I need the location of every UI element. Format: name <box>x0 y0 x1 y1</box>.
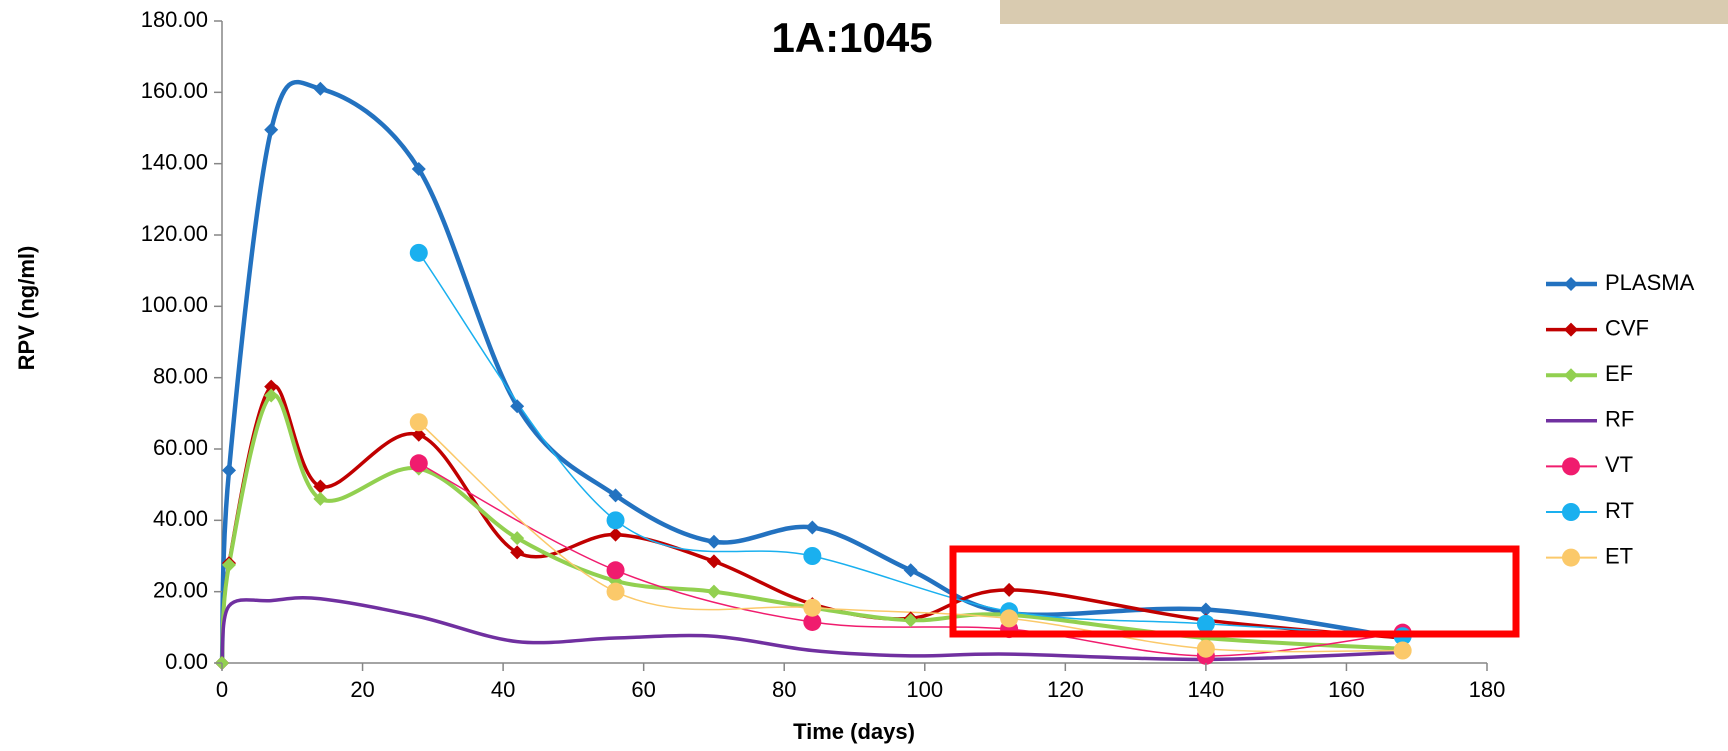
marker <box>222 557 237 572</box>
series-line <box>418 252 1403 637</box>
marker <box>409 454 428 473</box>
y-tick-label: 100.00 <box>141 292 208 317</box>
marker <box>803 612 822 631</box>
x-tick-label: 80 <box>772 677 796 702</box>
marker <box>1198 602 1213 617</box>
marker <box>264 379 279 394</box>
legend-label: RF <box>1605 407 1634 432</box>
marker <box>706 554 721 569</box>
x-tick-label: 20 <box>350 677 374 702</box>
plot-area <box>215 79 1412 670</box>
marker <box>411 427 426 442</box>
x-tick-label: 0 <box>216 677 228 702</box>
marker <box>1393 641 1412 660</box>
marker <box>706 534 721 549</box>
x-tick-label: 40 <box>491 677 515 702</box>
marker <box>1002 582 1017 597</box>
legend-label: EF <box>1605 361 1633 386</box>
legend-label: PLASMA <box>1605 270 1695 295</box>
x-tick-label: 140 <box>1188 677 1225 702</box>
marker <box>803 547 822 565</box>
marker <box>803 598 822 617</box>
marker <box>409 413 428 432</box>
x-axis-label: Time (days) <box>793 719 915 744</box>
legend-label: CVF <box>1605 315 1649 340</box>
series-line <box>220 596 1403 664</box>
marker <box>608 527 623 542</box>
marker <box>1000 609 1019 628</box>
x-tick-label: 160 <box>1328 677 1365 702</box>
y-axis-label: RPV (ng/ml) <box>14 246 39 371</box>
marker <box>510 545 525 560</box>
legend-label: VT <box>1605 452 1633 477</box>
marker <box>510 531 525 546</box>
x-tick-label: 180 <box>1469 677 1506 702</box>
marker <box>606 511 625 530</box>
marker <box>1562 457 1580 476</box>
marker <box>1564 322 1578 337</box>
marker <box>1564 368 1578 383</box>
chart-title: 1A:1045 <box>771 14 932 61</box>
series-line <box>219 79 1403 664</box>
marker <box>264 388 279 403</box>
y-tick-label: 0.00 <box>165 649 208 674</box>
marker <box>264 122 279 137</box>
marker <box>222 463 237 478</box>
marker <box>903 613 918 628</box>
marker <box>903 563 918 578</box>
marker <box>805 520 820 535</box>
marker <box>409 243 428 262</box>
marker <box>706 584 721 599</box>
x-tick-label: 120 <box>1047 677 1084 702</box>
x-tick-label: 60 <box>631 677 655 702</box>
series-line <box>418 421 1403 653</box>
y-tick-label: 120.00 <box>141 221 208 246</box>
marker <box>1562 548 1580 567</box>
highlight-box <box>949 545 1520 638</box>
legend-label: RT <box>1605 498 1634 523</box>
photo-fragment <box>1000 0 1728 24</box>
y-tick-label: 180.00 <box>141 7 208 32</box>
marker <box>606 561 625 580</box>
marker <box>1196 639 1215 658</box>
y-tick-label: 160.00 <box>141 78 208 103</box>
y-tick-label: 40.00 <box>153 506 208 531</box>
marker <box>313 81 328 96</box>
marker <box>411 162 426 177</box>
x-tick-label: 100 <box>906 677 943 702</box>
marker <box>1196 614 1215 633</box>
marker <box>313 491 328 506</box>
marker <box>510 399 525 414</box>
y-tick-label: 60.00 <box>153 435 208 460</box>
marker <box>606 582 625 601</box>
legend-label: ET <box>1605 543 1633 568</box>
marker <box>1564 277 1578 291</box>
marker <box>313 479 328 494</box>
y-tick-label: 80.00 <box>153 363 208 388</box>
marker <box>608 488 623 503</box>
y-tick-label: 140.00 <box>141 149 208 174</box>
y-tick-label: 20.00 <box>153 577 208 602</box>
marker <box>1562 503 1580 521</box>
